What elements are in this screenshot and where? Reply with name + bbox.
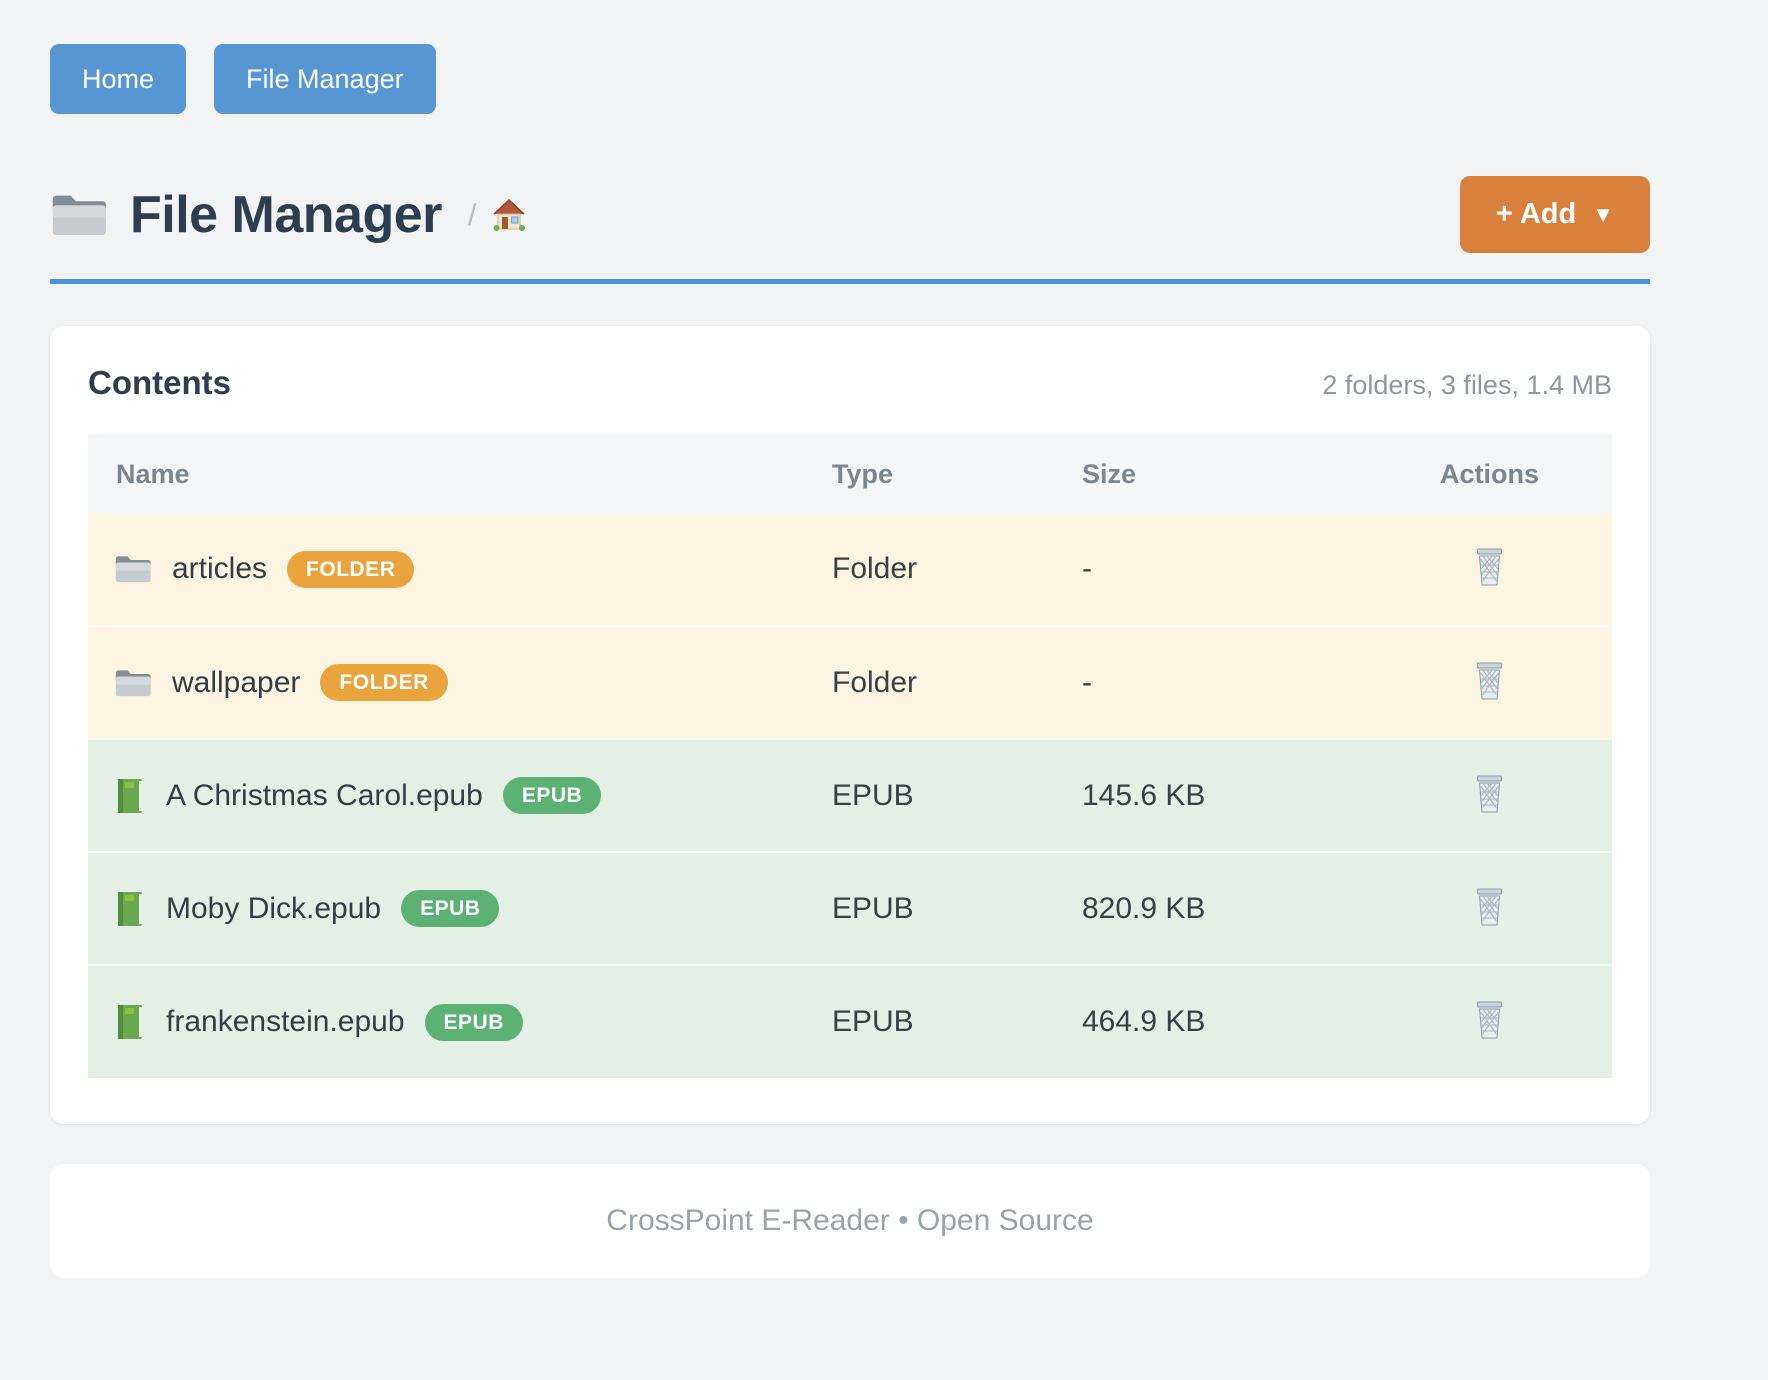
item-type: EPUB <box>832 738 1082 852</box>
delete-button[interactable] <box>1467 996 1512 1047</box>
folder-icon <box>50 190 108 240</box>
item-size: 145.6 KB <box>1082 738 1367 852</box>
file-table: Name Type Size Actions <box>88 434 1612 1078</box>
epub-badge: EPUB <box>424 1003 523 1041</box>
table-row-moby-dick[interactable]: Moby Dick.epub EPUB EPUB 820.9 KB <box>88 851 1612 965</box>
delete-button[interactable] <box>1467 657 1512 708</box>
item-name: wallpaper <box>172 665 301 699</box>
add-button-label: + Add <box>1495 198 1577 230</box>
green-book-icon <box>114 890 146 928</box>
item-type: Folder <box>832 513 1082 626</box>
item-type: EPUB <box>832 851 1082 965</box>
contents-card: Contents 2 folders, 3 files, 1.4 MB Name… <box>50 326 1650 1124</box>
wastebasket-icon <box>1471 887 1508 927</box>
wastebasket-icon <box>1471 547 1508 587</box>
delete-button[interactable] <box>1467 883 1512 934</box>
item-name: frankenstein.epub <box>166 1005 405 1038</box>
chevron-down-icon: ▼ <box>1592 201 1614 227</box>
add-button[interactable]: + Add ▼ <box>1459 176 1650 253</box>
item-size: - <box>1082 625 1367 739</box>
item-name: articles <box>172 552 268 585</box>
table-header-row: Name Type Size Actions <box>88 434 1612 513</box>
folder-badge: FOLDER <box>320 664 448 701</box>
item-size: - <box>1082 513 1367 626</box>
table-row-wallpaper[interactable]: wallpaper FOLDER Folder - <box>88 625 1612 739</box>
title-divider <box>50 279 1650 284</box>
breadcrumb-separator: / <box>467 196 477 232</box>
house-icon[interactable] <box>489 195 529 235</box>
epub-badge: EPUB <box>502 777 602 814</box>
wastebasket-icon <box>1471 774 1508 814</box>
file-manager-button[interactable]: File Manager <box>214 44 436 114</box>
top-nav: Home File Manager <box>50 44 1650 114</box>
panel-title: Contents <box>88 364 231 401</box>
page-title: File Manager <box>130 185 442 244</box>
table-row-frankenstein[interactable]: frankenstein.epub EPUB EPUB 464.9 KB <box>88 964 1612 1078</box>
footer: CrossPoint E-Reader • Open Source <box>50 1164 1650 1278</box>
table-row-christmas-carol[interactable]: A Christmas Carol.epub EPUB EPUB 145.6 K… <box>88 738 1612 852</box>
home-button[interactable]: Home <box>50 44 187 114</box>
green-book-icon <box>114 1003 146 1041</box>
title-row: File Manager / + Add ▼ <box>50 176 1650 253</box>
page: Home File Manager File Manager / <box>50 44 1650 1278</box>
epub-badge: EPUB <box>401 890 500 927</box>
item-size: 820.9 KB <box>1082 851 1367 965</box>
breadcrumb: / <box>468 195 529 235</box>
item-size: 464.9 KB <box>1082 964 1367 1078</box>
item-name: Moby Dick.epub <box>166 891 382 925</box>
item-type: Folder <box>832 625 1082 739</box>
column-header-actions: Actions <box>1367 434 1612 513</box>
delete-button[interactable] <box>1467 770 1512 821</box>
column-header-size: Size <box>1082 434 1367 513</box>
item-type: EPUB <box>832 964 1082 1078</box>
folder-badge: FOLDER <box>287 550 415 588</box>
folder-icon <box>114 552 152 586</box>
item-name: A Christmas Carol.epub <box>166 778 483 812</box>
wastebasket-icon <box>1471 1000 1508 1040</box>
folder-icon <box>114 666 152 700</box>
footer-text: CrossPoint E-Reader • Open Source <box>606 1204 1094 1237</box>
delete-button[interactable] <box>1467 543 1512 594</box>
column-header-name: Name <box>88 434 832 513</box>
column-header-type: Type <box>832 434 1082 513</box>
green-book-icon <box>114 777 146 815</box>
contents-summary: 2 folders, 3 files, 1.4 MB <box>1322 370 1612 400</box>
table-row-articles[interactable]: articles FOLDER Folder - <box>88 513 1612 626</box>
wastebasket-icon <box>1471 661 1508 701</box>
